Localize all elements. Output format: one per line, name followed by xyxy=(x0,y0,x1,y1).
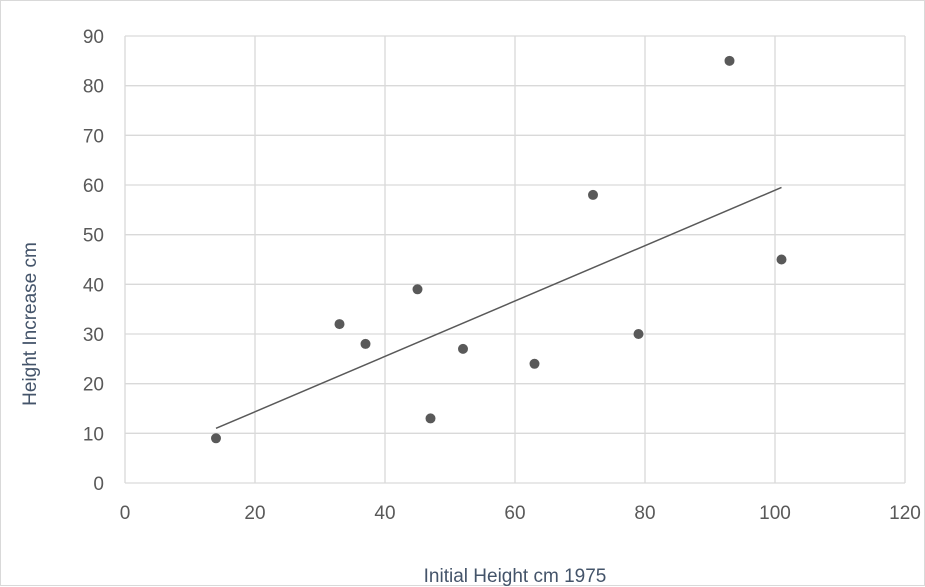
data-points xyxy=(211,55,787,444)
y-tick-label: 70 xyxy=(83,126,104,147)
y-tick-label: 80 xyxy=(83,77,104,98)
x-tick-label: 0 xyxy=(120,503,131,524)
y-tick-label: 50 xyxy=(83,226,104,247)
y-axis-ticks: 0 10 20 30 40 50 60 70 80 90 xyxy=(83,27,104,495)
x-axis-title: Initial Height cm 1975 xyxy=(424,566,607,587)
x-tick-label: 80 xyxy=(634,503,655,524)
y-tick-label: 30 xyxy=(83,325,104,346)
data-point xyxy=(529,358,540,369)
y-tick-label: 90 xyxy=(83,27,104,48)
trendline xyxy=(215,186,782,430)
data-point xyxy=(334,319,345,330)
trendline-group xyxy=(215,186,782,430)
x-tick-label: 20 xyxy=(244,503,265,524)
data-point xyxy=(360,338,371,349)
x-tick-label: 60 xyxy=(504,503,525,524)
y-tick-label: 10 xyxy=(83,424,104,445)
x-axis-ticks: 0 20 40 60 80 100 120 xyxy=(120,503,921,524)
data-point xyxy=(724,55,735,66)
data-point xyxy=(458,343,468,354)
data-point xyxy=(425,413,436,424)
data-point xyxy=(776,254,787,265)
y-tick-label: 0 xyxy=(93,474,104,495)
data-point xyxy=(412,284,423,295)
gridlines xyxy=(124,35,906,484)
data-point xyxy=(211,433,221,444)
y-axis-title: Height Increase cm xyxy=(20,242,41,406)
x-tick-label: 100 xyxy=(759,503,791,524)
x-tick-label: 120 xyxy=(889,503,921,524)
data-point xyxy=(633,329,644,339)
data-point xyxy=(588,189,598,200)
y-tick-label: 20 xyxy=(83,375,104,396)
y-tick-label: 60 xyxy=(83,176,104,197)
y-tick-label: 40 xyxy=(83,275,104,296)
x-tick-label: 40 xyxy=(374,503,395,524)
